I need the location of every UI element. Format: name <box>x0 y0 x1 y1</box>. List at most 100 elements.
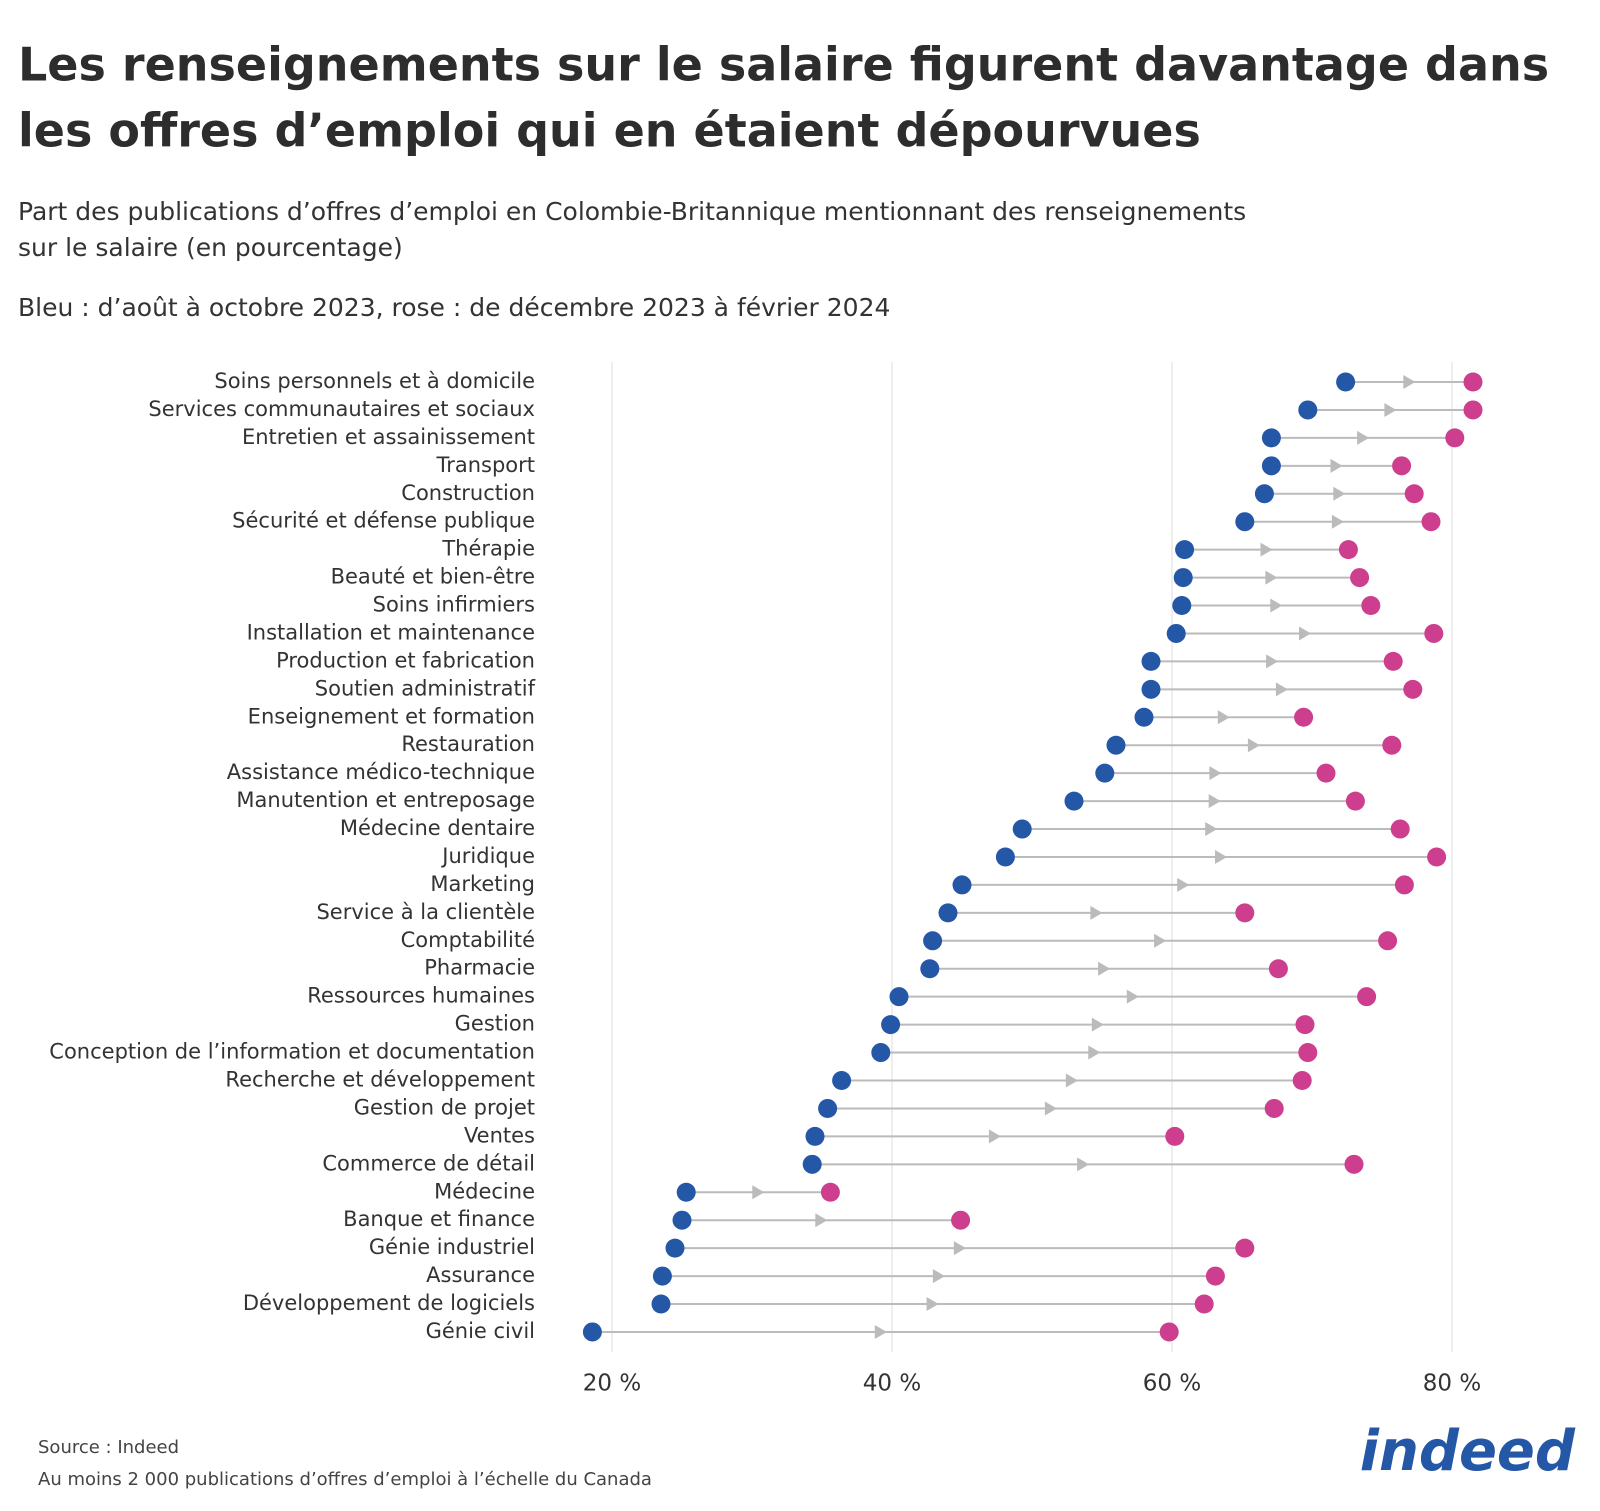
dot-before <box>1172 596 1192 616</box>
y-tick-label: Ressources humaines <box>307 984 535 1008</box>
arrow-head <box>1266 654 1279 669</box>
chart-title: les offres d’emploi qui en étaient dépou… <box>18 104 1201 158</box>
y-tick-label: Assistance médico-technique <box>227 760 535 784</box>
arrow-head <box>1044 1101 1057 1116</box>
dot-before <box>1261 456 1281 476</box>
x-tick-label: 60 % <box>1143 1370 1201 1396</box>
arrow-head <box>752 1185 765 1200</box>
dot-before <box>1166 623 1186 643</box>
arrow-head <box>1098 961 1111 976</box>
dot-after <box>1344 1154 1364 1174</box>
chart-subtitle: sur le salaire (en pourcentage) <box>18 233 403 262</box>
y-tick-label: Comptabilité <box>401 928 535 952</box>
y-tick-label: Construction <box>401 481 535 505</box>
dot-before <box>1141 679 1161 699</box>
dot-after <box>1268 959 1288 979</box>
dot-after <box>1390 819 1410 839</box>
arrow-head <box>1090 905 1103 920</box>
dot-after <box>1421 512 1441 532</box>
y-tick-label: Génie industriel <box>369 1235 535 1259</box>
y-tick-label: Entretien et assainissement <box>242 425 535 449</box>
y-tick-label: Médecine <box>434 1179 535 1203</box>
y-tick-label: Gestion de projet <box>354 1095 535 1119</box>
arrow-head <box>1217 710 1230 725</box>
dot-before <box>920 959 940 979</box>
x-tick-label: 80 % <box>1423 1370 1481 1396</box>
dot-before <box>672 1210 692 1230</box>
arrow-head <box>1260 542 1273 557</box>
dot-after <box>1383 651 1403 671</box>
dot-after <box>820 1182 840 1202</box>
dot-before <box>1298 400 1318 420</box>
dot-before <box>676 1182 696 1202</box>
dot-before <box>1141 651 1161 671</box>
chart-note: Bleu : d’août à octobre 2023, rose : de … <box>18 293 890 322</box>
arrow-head <box>1299 626 1311 641</box>
source: Source : Indeed <box>38 1437 179 1458</box>
dot-after <box>951 1210 971 1230</box>
y-tick-label: Enseignement et formation <box>248 704 535 728</box>
y-tick-label: Marketing <box>430 872 535 896</box>
arrow-head <box>1091 1017 1104 1032</box>
dot-after <box>1294 707 1314 727</box>
dot-after <box>1424 623 1444 643</box>
dot-after <box>1427 847 1447 867</box>
dot-before <box>952 875 972 895</box>
dot-after <box>1235 1238 1255 1258</box>
x-tick-label: 40 % <box>863 1370 921 1396</box>
dot-after <box>1316 763 1336 783</box>
arrow-head <box>1077 1157 1090 1172</box>
y-tick-label: Recherche et développement <box>225 1068 535 1092</box>
dot-after <box>1159 1322 1179 1342</box>
arrow-head <box>815 1213 828 1228</box>
y-tick-label: Transport <box>435 453 535 477</box>
dot-before <box>1134 707 1154 727</box>
dot-before <box>1106 735 1126 755</box>
dot-before <box>1173 568 1193 588</box>
arrow-head <box>1215 849 1227 864</box>
arrow-head <box>1205 822 1218 837</box>
dot-before <box>881 1015 901 1035</box>
dot-after <box>1338 540 1358 560</box>
dot-before <box>889 987 909 1007</box>
y-tick-label: Soins infirmiers <box>373 593 535 617</box>
y-tick-label: Ventes <box>464 1123 535 1147</box>
dot-after <box>1292 1071 1312 1090</box>
dot-after <box>1378 931 1398 951</box>
dot-before <box>1254 484 1274 504</box>
dot-after <box>1361 596 1381 616</box>
y-tick-label: Restauration <box>401 732 535 756</box>
dot-after <box>1357 987 1377 1007</box>
dot-after <box>1392 456 1412 476</box>
arrow-head <box>926 1297 939 1312</box>
y-tick-label: Commerce de détail <box>322 1151 535 1175</box>
y-tick-label: Banque et finance <box>343 1207 535 1231</box>
dot-after <box>1165 1126 1185 1146</box>
arrow-head <box>988 1129 1001 1144</box>
y-tick-label: Installation et maintenance <box>247 620 535 644</box>
dot-before <box>1175 540 1195 560</box>
dot-before <box>995 847 1015 867</box>
dot-before <box>652 1266 672 1286</box>
dot-after <box>1264 1098 1284 1118</box>
y-tick-label: Pharmacie <box>424 956 535 980</box>
arrow-head <box>1247 738 1260 753</box>
dot-after <box>1445 428 1465 448</box>
footnote: Au moins 2 000 publications d’offres d’e… <box>38 1469 652 1490</box>
arrow-head <box>1126 989 1139 1004</box>
y-tick-label: Conception de l’information et documenta… <box>49 1040 535 1064</box>
arrow-head <box>1275 682 1288 697</box>
dot-before <box>651 1294 671 1314</box>
dot-before <box>832 1071 852 1090</box>
dot-after <box>1403 679 1423 699</box>
y-tick-label: Gestion <box>455 1012 535 1036</box>
y-tick-label: Services communautaires et sociaux <box>148 397 535 421</box>
dot-after <box>1298 1043 1318 1063</box>
dot-before <box>665 1238 685 1258</box>
y-tick-label: Beauté et bien-être <box>331 565 535 589</box>
arrow-head <box>1065 1073 1078 1088</box>
dot-before <box>1064 791 1084 811</box>
dot-before <box>1012 819 1032 839</box>
arrow-head <box>932 1269 945 1284</box>
